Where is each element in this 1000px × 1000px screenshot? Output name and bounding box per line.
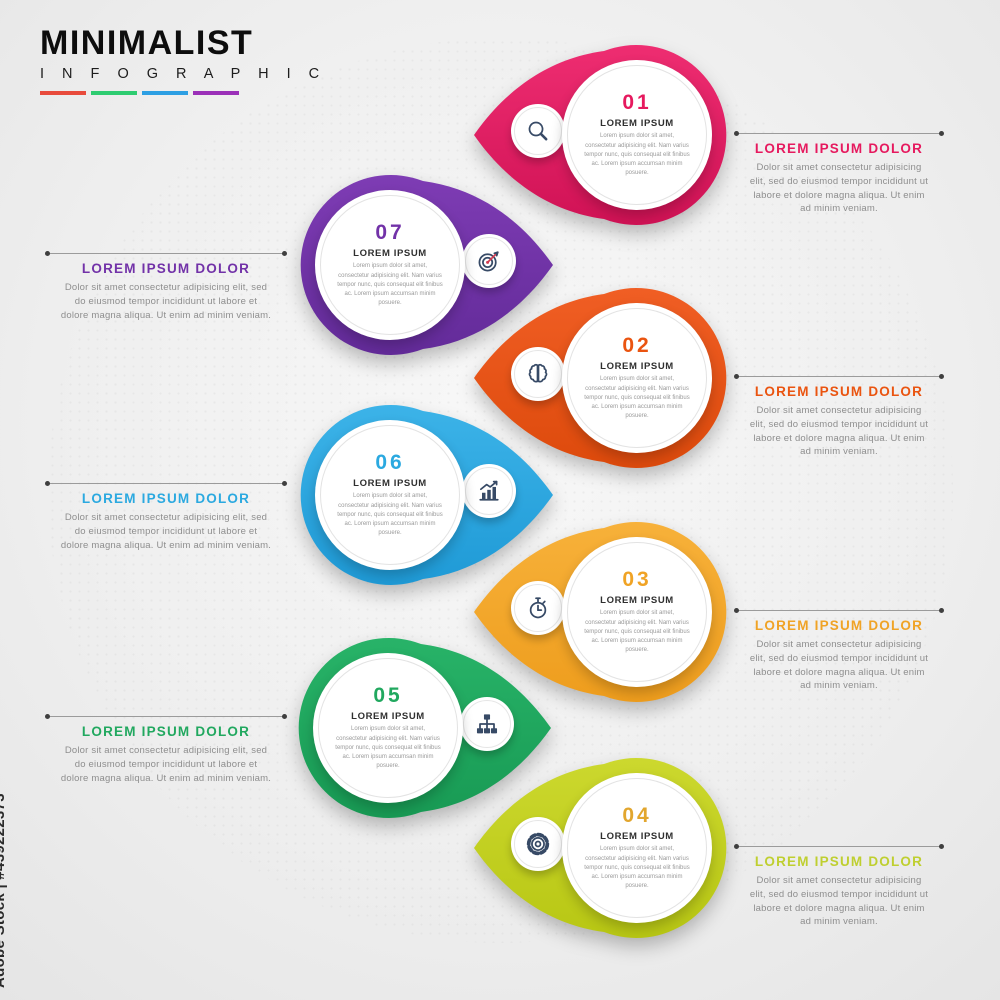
side-note-06: LOREM IPSUM DOLOR Dolor sit amet consect… (45, 481, 287, 552)
page-subtitle: I N F O G R A P H I C (40, 66, 327, 82)
step-body: Lorem ipsum dolor sit amet, consectetur … (335, 726, 441, 770)
side-note-body: Dolor sit amet consectetur adipisicing e… (60, 282, 272, 321)
connector-line (734, 374, 944, 379)
page-title: MINIMALIST (40, 24, 254, 62)
brain-icon (511, 347, 565, 401)
step-title: LOREM IPSUM (600, 118, 674, 130)
connector-dot (282, 481, 287, 486)
step-body: Lorem ipsum dolor sit amet, consectetur … (584, 610, 690, 654)
step-title: LOREM IPSUM (353, 478, 427, 490)
step-body: Lorem ipsum dolor sit amet, consectetur … (337, 493, 443, 537)
search-icon (511, 104, 565, 158)
connector-dot (282, 714, 287, 719)
accent-bar-purple (193, 91, 239, 95)
connector-line (45, 481, 287, 486)
accent-bar-red (40, 91, 86, 95)
connector-dot (734, 844, 739, 849)
side-note-body: Dolor sit amet consectetur adipisicing e… (60, 745, 272, 784)
gear-icon (511, 817, 565, 871)
step-title: LOREM IPSUM (353, 248, 427, 260)
step-body: Lorem ipsum dolor sit amet, consectetur … (337, 263, 443, 307)
connector-dot (45, 251, 50, 256)
infographic-step-01: 01 LOREM IPSUM Lorem ipsum dolor sit ame… (472, 38, 752, 233)
side-note-title: LOREM IPSUM DOLOR (754, 141, 924, 156)
step-circle: 01 LOREM IPSUM Lorem ipsum dolor sit ame… (562, 60, 712, 210)
side-note-body: Dolor sit amet consectetur adipisicing e… (749, 639, 929, 692)
page-header: MINIMALIST I N F O G R A P H I C (40, 24, 326, 95)
side-note-02: LOREM IPSUM DOLOR Dolor sit amet consect… (734, 374, 944, 459)
side-note-title: LOREM IPSUM DOLOR (754, 618, 924, 633)
accent-bars (40, 91, 326, 95)
side-note-title: LOREM IPSUM DOLOR (754, 854, 924, 869)
side-note-body: Dolor sit amet consectetur adipisicing e… (60, 512, 272, 551)
step-body: Lorem ipsum dolor sit amet, consectetur … (584, 846, 690, 890)
step-number: 07 (375, 221, 405, 245)
connector-dot (734, 608, 739, 613)
infographic-step-05: 05 LOREM IPSUM Lorem ipsum dolor sit ame… (273, 631, 553, 826)
step-circle: 05 LOREM IPSUM Lorem ipsum dolor sit ame… (313, 653, 463, 803)
connector-dot (282, 251, 287, 256)
stopwatch-icon (511, 581, 565, 635)
step-circle: 06 LOREM IPSUM Lorem ipsum dolor sit ame… (315, 420, 465, 570)
infographic-step-06: 06 LOREM IPSUM Lorem ipsum dolor sit ame… (275, 398, 555, 593)
step-title: LOREM IPSUM (351, 711, 425, 723)
step-title: LOREM IPSUM (600, 595, 674, 607)
connector-dot (939, 131, 944, 136)
bar-chart-icon (462, 464, 516, 518)
connector-dot (45, 481, 50, 486)
step-number: 03 (622, 568, 652, 592)
infographic-step-03: 03 LOREM IPSUM Lorem ipsum dolor sit ame… (472, 515, 752, 710)
connector-dot (734, 131, 739, 136)
step-number: 02 (622, 334, 652, 358)
connector-dot (939, 844, 944, 849)
step-number: 06 (375, 451, 405, 475)
step-body: Lorem ipsum dolor sit amet, consectetur … (584, 133, 690, 177)
accent-bar-blue (142, 91, 188, 95)
connector-dot (939, 374, 944, 379)
connector-line (734, 131, 944, 136)
side-note-body: Dolor sit amet consectetur adipisicing e… (749, 405, 929, 458)
step-number: 05 (373, 684, 403, 708)
target-icon (462, 234, 516, 288)
step-circle: 04 LOREM IPSUM Lorem ipsum dolor sit ame… (562, 773, 712, 923)
step-title: LOREM IPSUM (600, 831, 674, 843)
accent-bar-green (91, 91, 137, 95)
side-note-07: LOREM IPSUM DOLOR Dolor sit amet consect… (45, 251, 287, 322)
side-note-05: LOREM IPSUM DOLOR Dolor sit amet consect… (45, 714, 287, 785)
step-circle: 02 LOREM IPSUM Lorem ipsum dolor sit ame… (562, 303, 712, 453)
step-circle: 03 LOREM IPSUM Lorem ipsum dolor sit ame… (562, 537, 712, 687)
side-note-title: LOREM IPSUM DOLOR (754, 384, 924, 399)
connector-dot (939, 608, 944, 613)
sitemap-icon (460, 697, 514, 751)
connector-line (45, 251, 287, 256)
side-note-01: LOREM IPSUM DOLOR Dolor sit amet consect… (734, 131, 944, 216)
connector-dot (45, 714, 50, 719)
step-body: Lorem ipsum dolor sit amet, consectetur … (584, 376, 690, 420)
step-title: LOREM IPSUM (600, 361, 674, 373)
infographic-step-07: 07 LOREM IPSUM Lorem ipsum dolor sit ame… (275, 168, 555, 363)
infographic-step-04: 04 LOREM IPSUM Lorem ipsum dolor sit ame… (472, 751, 752, 946)
side-note-title: LOREM IPSUM DOLOR (81, 261, 251, 276)
side-note-04: LOREM IPSUM DOLOR Dolor sit amet consect… (734, 844, 944, 929)
connector-line (45, 714, 287, 719)
step-number: 01 (622, 91, 652, 115)
connector-line (734, 608, 944, 613)
infographic-step-02: 02 LOREM IPSUM Lorem ipsum dolor sit ame… (472, 281, 752, 476)
side-note-03: LOREM IPSUM DOLOR Dolor sit amet consect… (734, 608, 944, 693)
step-circle: 07 LOREM IPSUM Lorem ipsum dolor sit ame… (315, 190, 465, 340)
step-number: 04 (622, 804, 652, 828)
connector-line (734, 844, 944, 849)
side-note-body: Dolor sit amet consectetur adipisicing e… (749, 162, 929, 215)
side-note-title: LOREM IPSUM DOLOR (81, 724, 251, 739)
connector-dot (734, 374, 739, 379)
side-note-title: LOREM IPSUM DOLOR (81, 491, 251, 506)
stock-watermark: Adobe Stock | #439222373 (0, 793, 8, 988)
side-note-body: Dolor sit amet consectetur adipisicing e… (749, 875, 929, 928)
